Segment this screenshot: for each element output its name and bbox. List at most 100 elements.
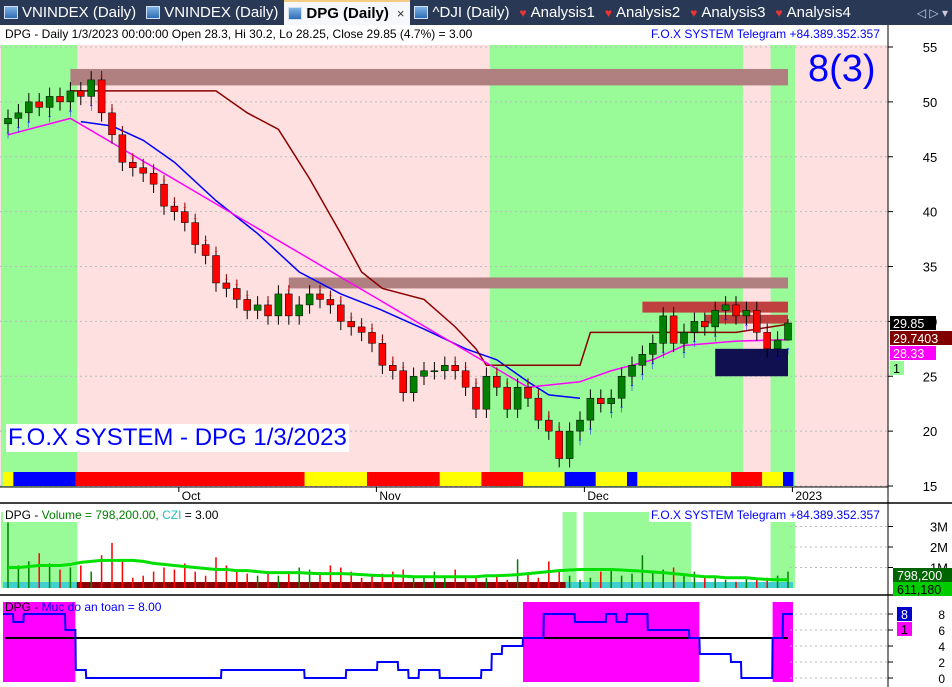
volume-header-rest: = 3.00 [181, 508, 219, 522]
tab-4[interactable]: ♥ Analysis1 [516, 0, 601, 25]
candle [378, 343, 387, 366]
sell-arrow-icon: ↓ [556, 419, 562, 431]
buy-arrow-icon: ↑ [681, 348, 687, 360]
sell-arrow-icon: ↓ [546, 408, 552, 420]
buy-arrow-icon: ↑ [47, 112, 53, 124]
candle [680, 332, 688, 344]
candle [389, 365, 397, 372]
sell-arrow-icon: ↓ [161, 172, 167, 184]
tab-2[interactable]: DPG (Daily) × [284, 0, 411, 25]
y-tick-label: 20 [923, 424, 937, 439]
signal-strip [75, 472, 305, 486]
tab-7[interactable]: ♥ Analysis4 [772, 0, 857, 25]
signal-strip [762, 472, 783, 486]
buy-arrow-icon: ↑ [5, 129, 11, 141]
resistance-band [288, 277, 788, 289]
candle [56, 96, 64, 103]
moving-average-line [7, 117, 789, 388]
candle [97, 79, 106, 114]
candle [534, 397, 543, 421]
buy-arrow-icon: ↑ [88, 101, 94, 113]
candle [732, 304, 740, 317]
sell-arrow-icon: ↓ [265, 293, 271, 305]
y-tick-label: 55 [923, 40, 937, 55]
volume-header-czi: CZI [162, 508, 182, 522]
sell-arrow-icon: ↓ [192, 211, 198, 223]
candle [285, 293, 293, 317]
candle [513, 386, 522, 410]
buy-arrow-icon: ↑ [640, 370, 646, 382]
sell-arrow-icon: ↓ [151, 161, 157, 173]
signal-strip [783, 472, 794, 486]
candle [565, 430, 574, 459]
sell-arrow-icon: ↓ [328, 287, 334, 299]
safety-tick-label: 6 [938, 624, 945, 638]
signal-strip [13, 472, 76, 486]
analysis-icon: ♥ [775, 5, 783, 20]
sell-arrow-icon: ↓ [109, 101, 115, 113]
candle [316, 293, 324, 300]
safety-header-prefix: DPG - [5, 600, 42, 614]
candle [326, 299, 335, 306]
candle [191, 222, 199, 245]
signal-strip [564, 472, 596, 486]
buy-arrow-icon: ↑ [775, 354, 781, 366]
candle [264, 304, 272, 317]
tab-label: DPG (Daily) [306, 5, 389, 22]
buy-arrow-icon: ↑ [660, 348, 666, 360]
candle [576, 419, 584, 432]
candle [347, 321, 355, 328]
close-tab-icon[interactable]: × [396, 6, 405, 21]
sell-arrow-icon: ↓ [99, 68, 105, 80]
candle [233, 288, 241, 300]
signal-strip [481, 472, 523, 486]
tab-label: ^DJI (Daily) [432, 4, 510, 21]
price-label-3: 1 [893, 362, 900, 376]
tab-5[interactable]: ♥ Analysis2 [601, 0, 686, 25]
sell-arrow-icon: ↓ [390, 353, 396, 365]
chart-icon [146, 6, 161, 19]
x-tick-label: 2023 [795, 489, 822, 503]
analysis-icon: ♥ [604, 5, 612, 20]
volume-label-bg [893, 568, 952, 582]
safety-tick-label: 4 [938, 640, 945, 654]
signal-count-label: 8(3) [808, 48, 876, 90]
volume-zone [583, 512, 691, 588]
candle [35, 101, 43, 108]
safety-zone [3, 602, 76, 682]
sell-arrow-icon: ↓ [380, 331, 386, 343]
candle [701, 321, 709, 328]
tab-1[interactable]: VNINDEX (Daily) [142, 0, 284, 25]
sell-arrow-icon: ↓ [140, 156, 146, 168]
candle [118, 134, 127, 163]
price-label-bg [890, 346, 936, 360]
x-tick-label: Oct [182, 489, 201, 503]
candle [25, 101, 33, 114]
y-tick-label: 15 [923, 479, 937, 494]
sell-arrow-icon: ↓ [536, 386, 542, 398]
candle [357, 326, 366, 333]
tab-scroll-buttons[interactable]: ◁ ▷ ▾ [916, 5, 948, 20]
tab-3[interactable]: ^DJI (Daily) [410, 0, 515, 25]
candle [441, 365, 449, 372]
candle [305, 293, 314, 306]
safety-line [3, 613, 793, 679]
volume-header-prefix: DPG - [5, 508, 42, 522]
buy-arrow-icon: ↑ [712, 332, 718, 344]
buy-arrow-icon: ↑ [577, 436, 583, 448]
candle [753, 310, 761, 333]
signal-strip [523, 472, 565, 486]
tab-0[interactable]: VNINDEX (Daily) [0, 0, 142, 25]
tab-6[interactable]: ♥ Analysis3 [686, 0, 771, 25]
candle [763, 332, 771, 350]
sell-arrow-icon: ↓ [400, 359, 406, 371]
candle [295, 304, 303, 317]
safety-zone [523, 602, 700, 682]
sell-arrow-icon: ↓ [317, 282, 323, 294]
candle [420, 370, 428, 377]
analysis-icon: ♥ [519, 5, 527, 20]
analysis-icon: ♥ [690, 5, 698, 20]
main-background [0, 45, 888, 487]
candle [742, 310, 751, 317]
